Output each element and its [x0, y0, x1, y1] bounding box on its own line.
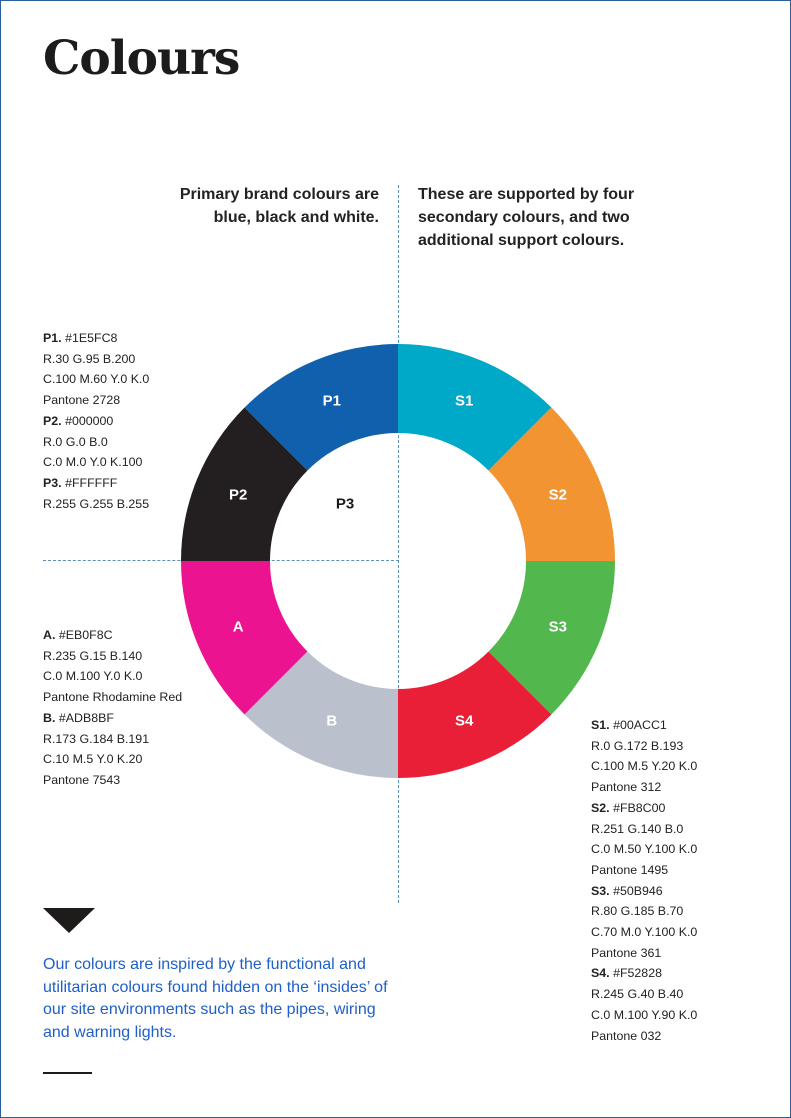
wheel-label-s2: S2	[549, 486, 567, 503]
colour-code: S2.	[591, 800, 610, 815]
colour-pantone: Pantone 7543	[43, 772, 121, 787]
colour-hex: #ADB8BF	[58, 710, 114, 725]
colour-cmyk: C.10 M.5 Y.0 K.20	[43, 752, 143, 767]
colour-hex: #EB0F8C	[58, 628, 113, 642]
wheel-label-b: B	[326, 712, 337, 729]
colour-hex: #000000	[65, 413, 114, 428]
colour-wheel-segments	[181, 344, 615, 778]
wheel-center-label-p3: P3	[336, 496, 354, 513]
footer-rule	[43, 1072, 92, 1074]
spec-heading: P1. #1E5FC8	[43, 328, 149, 349]
colour-pantone: Pantone 2728	[43, 393, 121, 408]
wheel-segment-s4	[398, 651, 552, 778]
spec-heading: S2. #FB8C00	[591, 798, 697, 819]
colour-cmyk: C.0 M.0 Y.0 K.100	[43, 455, 143, 470]
colour-cmyk: C.0 M.50 Y.100 K.0	[591, 842, 698, 857]
wheel-label-s4: S4	[455, 712, 474, 729]
colour-hex: #50B946	[613, 883, 663, 898]
colour-rgb: R.245 G.40 B.40	[591, 987, 684, 1002]
primary-colours-intro: Primary brand colours are blue, black an…	[179, 186, 379, 226]
colour-pantone: Pantone 312	[591, 780, 662, 795]
spec-heading: B. #ADB8BF	[43, 708, 182, 729]
colour-code: P1.	[43, 331, 62, 345]
colour-rgb: R.0 G.0 B.0	[43, 434, 108, 449]
wheel-label-p2: P2	[229, 486, 247, 503]
spec-heading: P3. #FFFFFF	[43, 473, 149, 494]
colour-code: S3.	[591, 883, 610, 898]
wheel-segment-p2	[181, 407, 308, 561]
colour-rgb: R.0 G.172 B.193	[591, 738, 684, 753]
spec-heading: S1. #00ACC1	[591, 715, 697, 736]
colour-code: B.	[43, 710, 56, 725]
wheel-label-p1: P1	[323, 393, 341, 410]
colour-code: P3.	[43, 475, 62, 490]
colour-cmyk: C.0 M.100 Y.0 K.0	[43, 669, 143, 684]
wheel-segment-b	[244, 651, 398, 778]
page-title: Colours	[43, 31, 240, 86]
secondary-colours-intro: These are supported by four secondary co…	[418, 186, 635, 249]
spec-heading: S3. #50B946	[591, 881, 697, 902]
colour-hex: #F52828	[613, 966, 662, 981]
wheel-label-s1: S1	[455, 393, 473, 410]
colour-pantone: Pantone 361	[591, 945, 662, 960]
wheel-segment-s2	[488, 407, 615, 561]
colour-cmyk: C.0 M.100 Y.90 K.0	[591, 1007, 698, 1022]
down-triangle-icon	[43, 908, 95, 933]
wheel-segment-p1	[244, 344, 398, 471]
colour-inspiration-quote: Our colours are inspired by the function…	[43, 956, 388, 1041]
colour-rgb: R.80 G.185 B.70	[591, 904, 684, 919]
colour-pantone: Pantone 032	[591, 1028, 662, 1043]
colour-cmyk: C.70 M.0 Y.100 K.0	[591, 925, 698, 940]
primary-colour-specs: P1. #1E5FC8 R.30 G.95 B.200 C.100 M.60 Y.0…	[43, 328, 149, 514]
colour-cmyk: C.100 M.60 Y.0 K.0	[43, 372, 150, 387]
spec-heading: S4. #F52828	[591, 963, 697, 984]
wheel-segment-s1	[398, 344, 552, 471]
colour-hex: #FFFFFF	[65, 475, 118, 490]
colour-rgb: R.255 G.255 B.255	[43, 496, 150, 511]
colour-pantone: Pantone 1495	[591, 862, 669, 877]
colour-wheel-labels: P1 S1 S2 S3 S4 B A P2	[229, 393, 567, 730]
colour-hex: #FB8C00	[613, 800, 666, 815]
secondary-colour-specs: S1. #00ACC1 R.0 G.172 B.193 C.100 M.5 Y.20…	[591, 715, 697, 1046]
wheel-segment-s3	[488, 561, 615, 715]
colour-rgb: R.235 G.15 B.140	[43, 648, 143, 663]
colour-code: P2.	[43, 413, 62, 428]
colour-code: S4.	[591, 966, 610, 981]
colour-hex: #1E5FC8	[65, 331, 118, 345]
colour-cmyk: C.100 M.5 Y.20 K.0	[591, 759, 698, 774]
wheel-label-s3: S3	[549, 619, 567, 636]
colour-rgb: R.30 G.95 B.200	[43, 351, 136, 366]
colour-code: A.	[43, 628, 56, 642]
colour-code: S1.	[591, 718, 610, 732]
colour-rgb: R.173 G.184 B.191	[43, 731, 150, 746]
colour-pantone: Pantone Rhodamine Red	[43, 690, 183, 705]
vertical-dashed-divider	[398, 185, 399, 903]
wheel-segment-a	[181, 561, 308, 715]
colour-rgb: R.251 G.140 B.0	[591, 821, 684, 836]
support-colour-specs: A. #EB0F8C R.235 G.15 B.140 C.0 M.100 Y.0 …	[43, 625, 182, 791]
colour-hex: #00ACC1	[613, 718, 667, 732]
wheel-label-a: A	[233, 619, 244, 636]
spec-heading: A. #EB0F8C	[43, 625, 182, 646]
spec-heading: P2. #000000	[43, 411, 149, 432]
